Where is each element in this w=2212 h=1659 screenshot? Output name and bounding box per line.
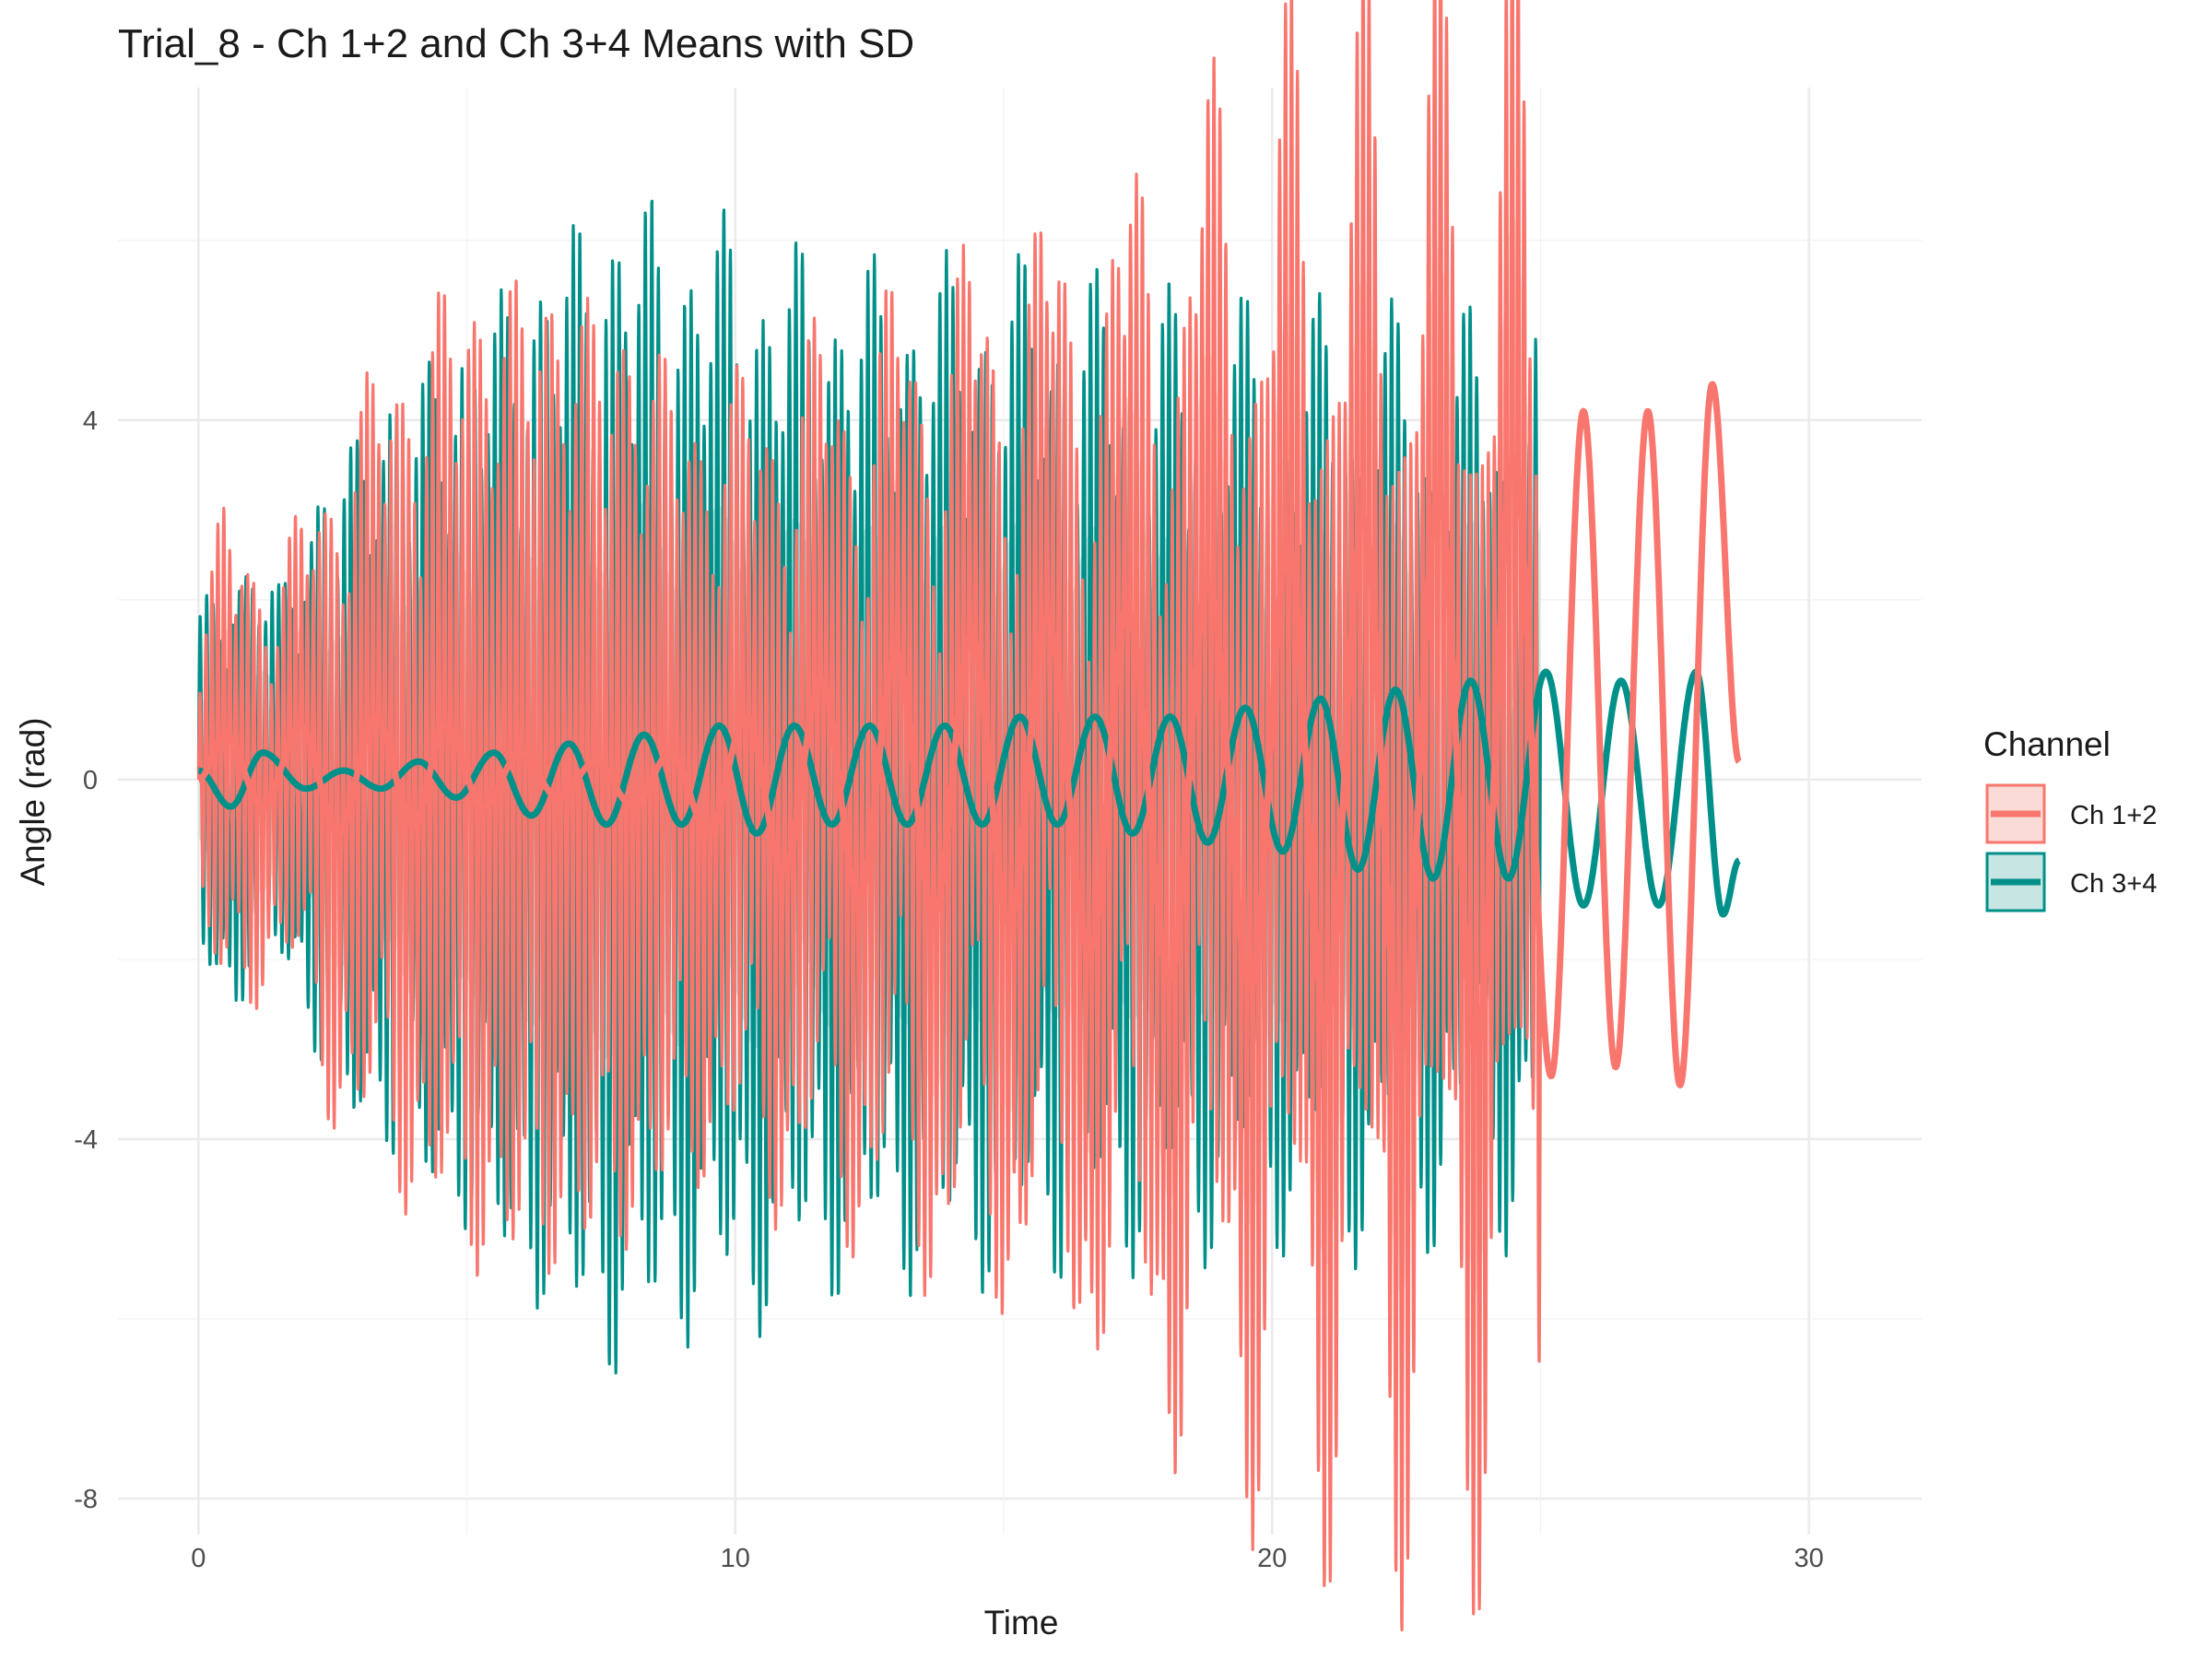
legend-label-ch12: Ch 1+2 — [2070, 801, 2157, 830]
x-axis-title: Time — [984, 1604, 1059, 1641]
x-tick-label: 10 — [721, 1544, 750, 1573]
x-tick-label: 0 — [191, 1544, 206, 1573]
mean-line-ch34 — [195, 668, 1742, 918]
x-axis-ticks: 0 10 20 30 — [191, 1544, 1824, 1573]
y-tick-label: 0 — [83, 766, 98, 795]
y-tick-label: -8 — [74, 1485, 98, 1514]
legend-title: Channel — [1983, 725, 2111, 763]
x-tick-label: 30 — [1794, 1544, 1824, 1573]
mean-lines — [195, 381, 1742, 1088]
y-tick-label: 4 — [83, 406, 98, 436]
legend-item-ch34: Ch 3+4 — [1985, 852, 2157, 912]
legend-item-ch12: Ch 1+2 — [1985, 783, 2157, 844]
legend: Channel Ch 1+2 Ch 3+4 — [1983, 725, 2157, 912]
y-axis-ticks: -8 -4 0 4 — [74, 406, 98, 1514]
y-tick-label: -4 — [74, 1125, 98, 1155]
x-tick-label: 20 — [1257, 1544, 1287, 1573]
legend-label-ch34: Ch 3+4 — [2070, 869, 2157, 899]
chart-title: Trial_8 - Ch 1+2 and Ch 3+4 Means with S… — [118, 21, 914, 66]
y-axis-title: Angle (rad) — [14, 717, 52, 886]
mean-line-ch12 — [195, 381, 1742, 1088]
